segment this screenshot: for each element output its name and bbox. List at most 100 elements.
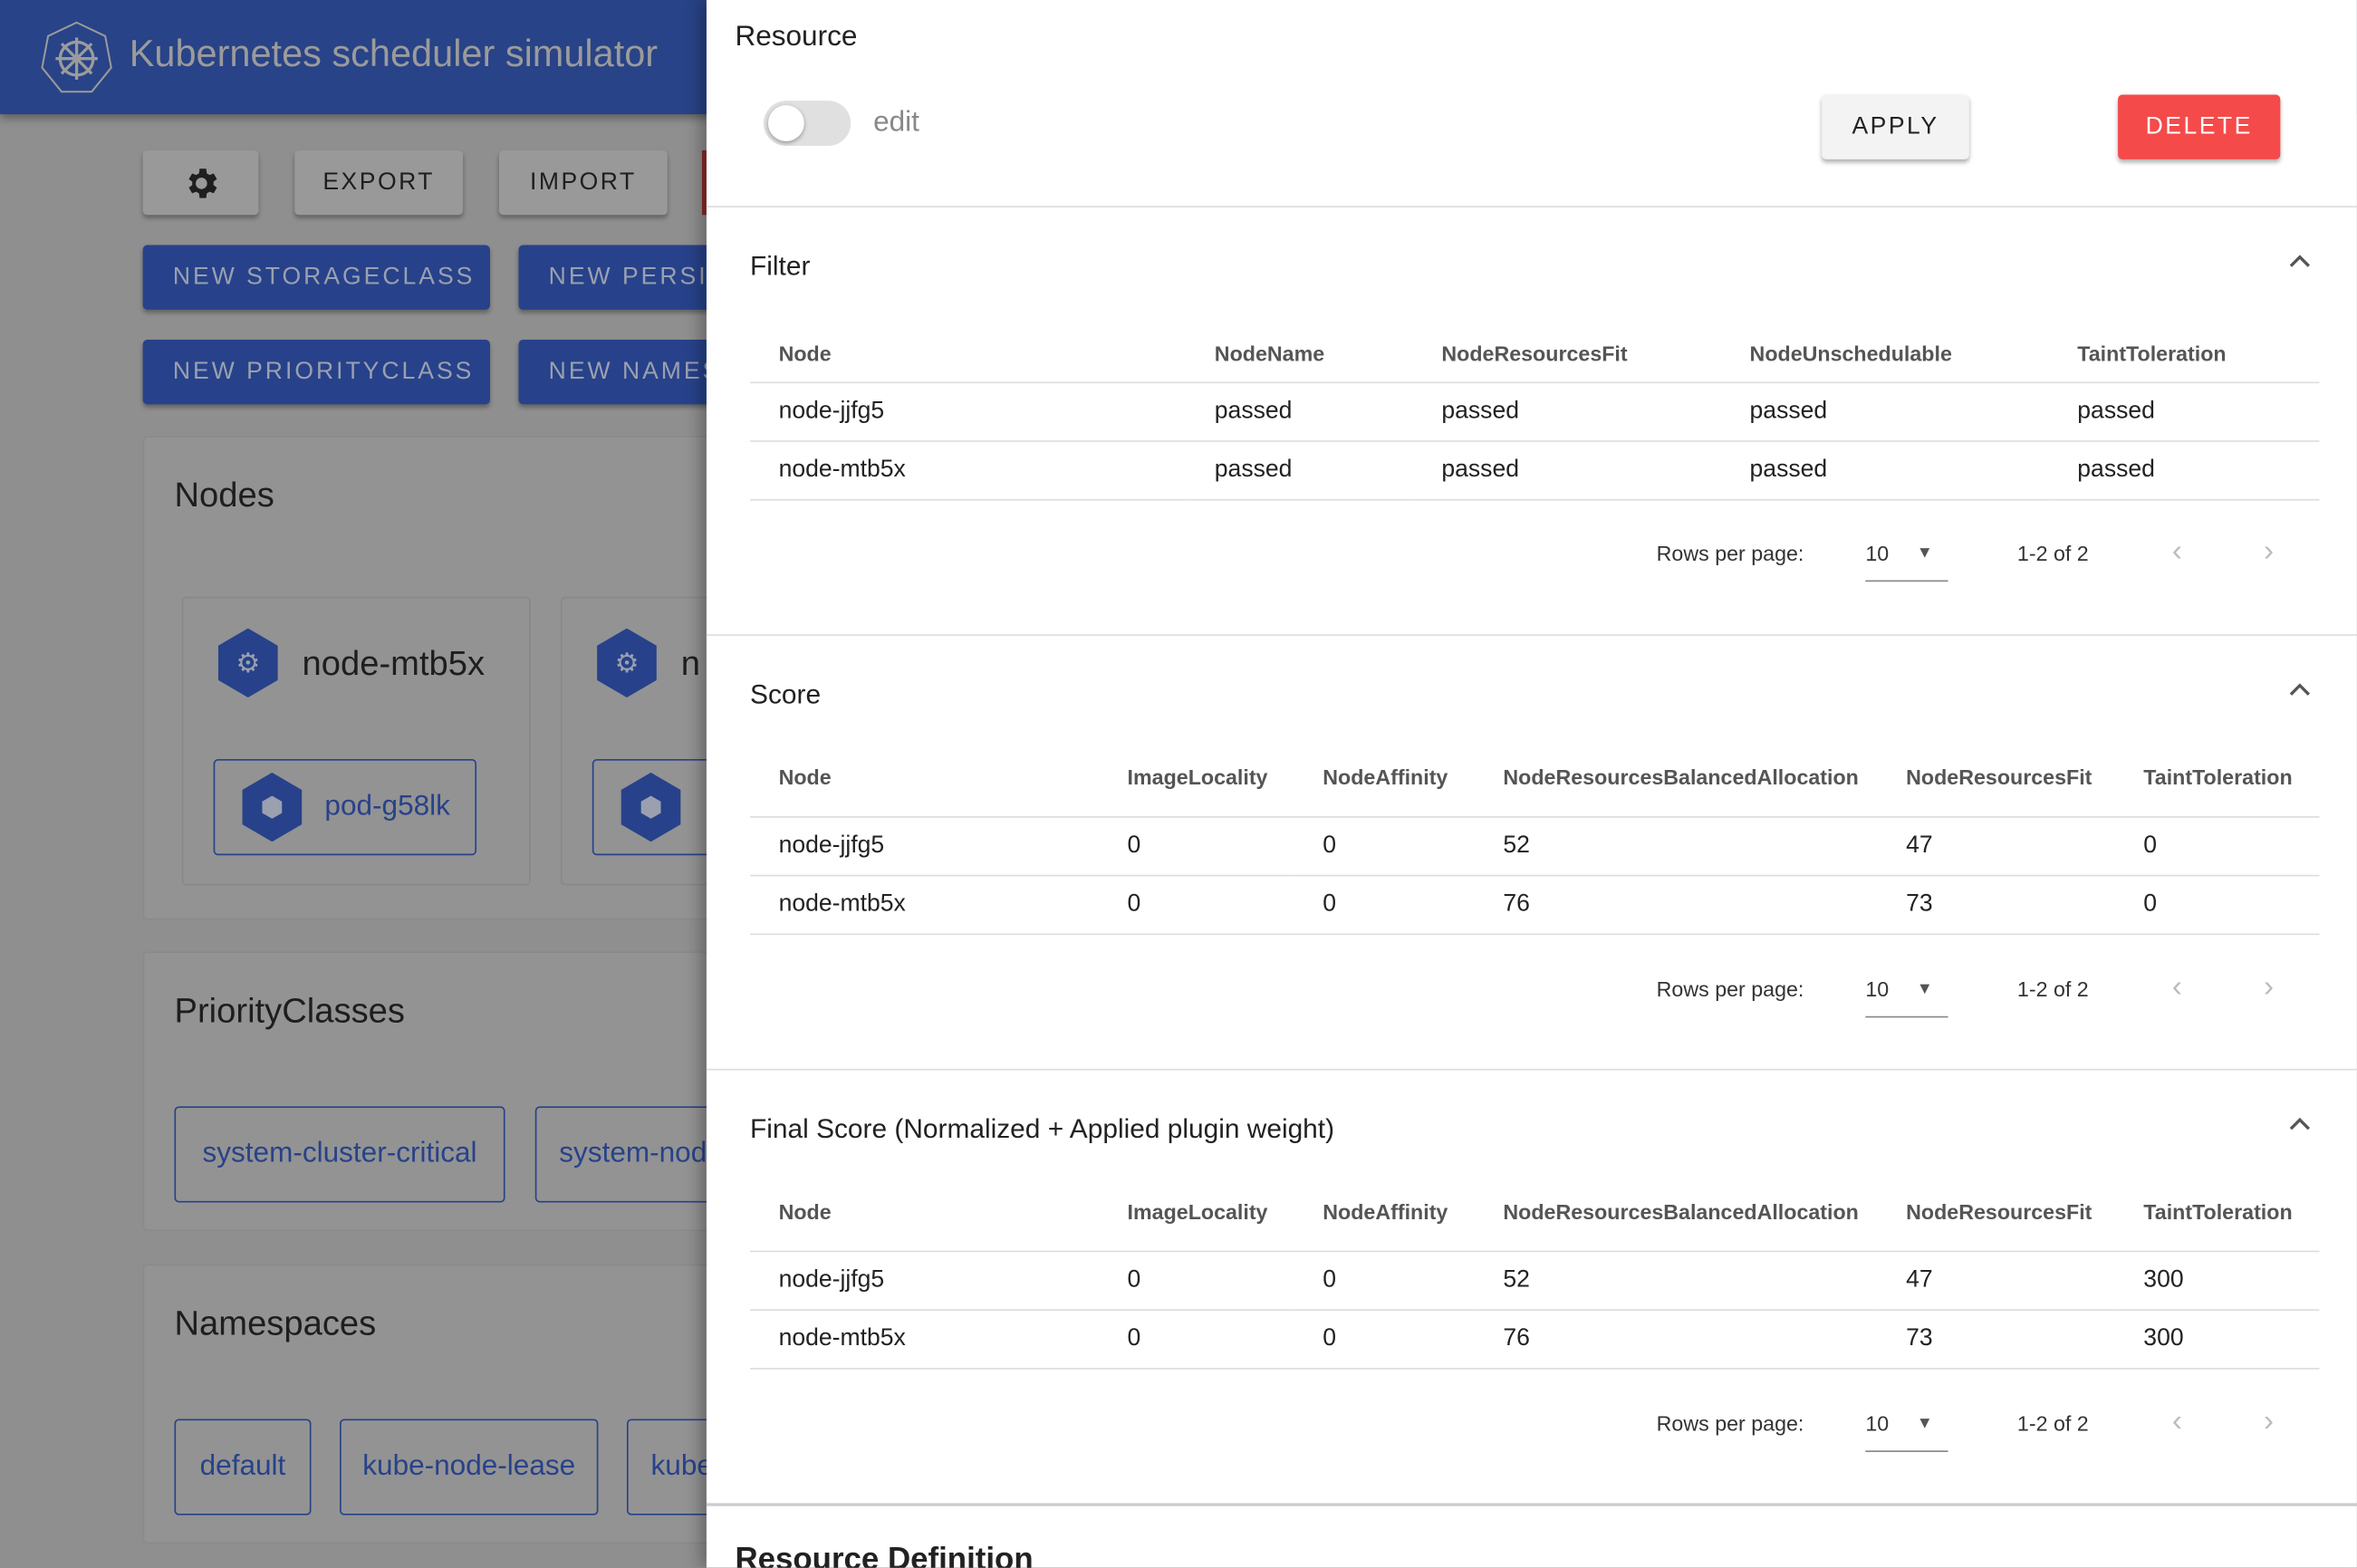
apply-button[interactable]: APPLY bbox=[1822, 94, 1969, 159]
edit-toggle[interactable] bbox=[763, 101, 851, 146]
table-row: node-mtb5x passed passed passed passed bbox=[750, 440, 2320, 500]
rows-per-page-select[interactable]: 10 ▼ bbox=[1865, 968, 1948, 1018]
next-page-button[interactable]: › bbox=[2264, 1405, 2275, 1439]
table-cell: 0 bbox=[1294, 1309, 1475, 1369]
rows-per-page-label: Rows per page: bbox=[1656, 541, 1804, 565]
rows-per-page-value: 10 bbox=[1865, 976, 1890, 1002]
section-title: Filter bbox=[750, 251, 811, 282]
previous-page-button[interactable]: ‹ bbox=[2171, 534, 2182, 569]
table-cell: 0 bbox=[1099, 874, 1294, 935]
table-cell: 0 bbox=[1294, 1250, 1475, 1311]
new-priorityclass-button[interactable]: NEW PRIORITYCLASS bbox=[142, 340, 490, 405]
node-card[interactable]: ⚙ node-mtb5x ⬢ pod-g58lk bbox=[181, 596, 531, 886]
table-cell: node-mtb5x bbox=[750, 440, 1187, 500]
table-cell: 76 bbox=[1474, 1309, 1878, 1369]
next-page-button[interactable]: › bbox=[2264, 534, 2275, 569]
chevron-up-icon[interactable] bbox=[2288, 678, 2313, 705]
gear-icon bbox=[188, 168, 216, 197]
table-cell: passed bbox=[2048, 381, 2320, 442]
namespaces-card: Namespaces default kube-node-lease kube bbox=[142, 1264, 763, 1544]
column-header: NodeAffinity bbox=[1294, 737, 1475, 817]
table-cell: 73 bbox=[1877, 1309, 2115, 1369]
table-header-row: Node ImageLocality NodeAffinity NodeResourc… bbox=[750, 737, 2320, 817]
pod-chip[interactable]: ⬢ pod-g58lk bbox=[213, 758, 477, 856]
table-cell: passed bbox=[1186, 440, 1413, 500]
rows-per-page-label: Rows per page: bbox=[1656, 1411, 1804, 1436]
namespace-chip[interactable]: default bbox=[174, 1419, 312, 1515]
table-cell: node-jjfg5 bbox=[750, 816, 1100, 876]
dropdown-arrow-icon: ▼ bbox=[1916, 544, 1933, 563]
delete-button[interactable]: DELETE bbox=[2118, 94, 2281, 159]
column-header: NodeResourcesFit bbox=[1877, 1172, 2115, 1252]
column-header: ImageLocality bbox=[1099, 737, 1294, 817]
new-persistentvolume-button[interactable]: NEW PERSIS bbox=[518, 245, 729, 310]
rows-per-page-value: 10 bbox=[1865, 1411, 1890, 1436]
page-range: 1-2 of 2 bbox=[2016, 541, 2089, 565]
settings-button[interactable] bbox=[142, 149, 259, 216]
table-cell: 0 bbox=[2114, 874, 2320, 935]
table-cell: 76 bbox=[1474, 874, 1878, 935]
chevron-up-icon[interactable] bbox=[2288, 249, 2313, 276]
previous-page-button[interactable]: ‹ bbox=[2171, 970, 2182, 1005]
app-title: Kubernetes scheduler simulator bbox=[129, 33, 659, 75]
section-title: Final Score (Normalized + Applied plugin… bbox=[750, 1113, 1335, 1144]
results-table: Node ImageLocality NodeAffinity NodeResourc… bbox=[750, 737, 2320, 935]
page-range: 1-2 of 2 bbox=[2016, 976, 2089, 1002]
table-cell: passed bbox=[1721, 440, 2049, 500]
rows-per-page-select[interactable]: 10 ▼ bbox=[1865, 1402, 1948, 1452]
table-cell: 300 bbox=[2114, 1309, 2320, 1369]
table-cell: 0 bbox=[2114, 816, 2320, 876]
node-icon: ⚙ bbox=[597, 628, 657, 697]
node-icon: ⚙ bbox=[217, 628, 278, 697]
table-cell: 0 bbox=[1294, 874, 1475, 935]
resource-definition-section: Resource Definition bbox=[706, 1503, 2357, 1568]
column-header: Node bbox=[750, 324, 1187, 383]
column-header: TaintToleration bbox=[2114, 737, 2320, 817]
priorityclasses-title: PriorityClasses bbox=[174, 990, 406, 1030]
column-header: NodeResourcesBalancedAllocation bbox=[1474, 737, 1878, 817]
namespace-chip[interactable]: kube bbox=[626, 1419, 763, 1515]
table-header-row: Node ImageLocality NodeAffinity NodeResourc… bbox=[750, 1172, 2320, 1252]
previous-page-button[interactable]: ‹ bbox=[2171, 1405, 2182, 1439]
table-cell: 52 bbox=[1474, 816, 1878, 876]
next-page-button[interactable]: › bbox=[2264, 970, 2275, 1005]
column-header: TaintToleration bbox=[2048, 324, 2320, 383]
priorityclass-chip[interactable]: system-cluster-critical bbox=[174, 1106, 505, 1203]
column-header: ImageLocality bbox=[1099, 1172, 1294, 1252]
import-button[interactable]: IMPORT bbox=[498, 149, 668, 216]
table-cell: 73 bbox=[1877, 874, 2115, 935]
chevron-up-icon[interactable] bbox=[2288, 1112, 2313, 1140]
pod-name: pod-g58lk bbox=[324, 790, 450, 822]
column-header: NodeUnschedulable bbox=[1721, 324, 2049, 383]
table-cell: 0 bbox=[1294, 816, 1475, 876]
rows-per-page-value: 10 bbox=[1865, 541, 1890, 565]
node-name: node-mtb5x bbox=[302, 643, 486, 683]
rows-per-page-label: Rows per page: bbox=[1656, 976, 1804, 1002]
page-range: 1-2 of 2 bbox=[2016, 1411, 2089, 1436]
table-cell: node-mtb5x bbox=[750, 874, 1100, 935]
table-cell: passed bbox=[1412, 381, 1722, 442]
column-header: TaintToleration bbox=[2114, 1172, 2320, 1252]
table-row: node-mtb5x 0 0 76 73 300 bbox=[750, 1309, 2320, 1369]
column-header: NodeAffinity bbox=[1294, 1172, 1475, 1252]
table-cell: node-mtb5x bbox=[750, 1309, 1100, 1369]
pagination: Rows per page: 10 ▼ 1-2 of 2 ‹ › bbox=[707, 1402, 2357, 1452]
table-cell: passed bbox=[2048, 440, 2320, 500]
pod-cube-icon: ⬢ bbox=[242, 772, 303, 842]
rows-per-page-select[interactable]: 10 ▼ bbox=[1865, 532, 1948, 582]
table-cell: node-jjfg5 bbox=[750, 381, 1187, 442]
edit-label: edit bbox=[873, 106, 919, 139]
new-storageclass-button[interactable]: NEW STORAGECLASS bbox=[142, 245, 490, 310]
section-score: Score Node ImageLocality NodeAffinity NodeR… bbox=[706, 634, 2357, 1063]
priorityclasses-card: PriorityClasses system-cluster-critical … bbox=[142, 951, 761, 1232]
table-row: node-jjfg5 passed passed passed passed bbox=[750, 381, 2320, 442]
table-cell: 52 bbox=[1474, 1250, 1878, 1311]
export-button[interactable]: EXPORT bbox=[294, 149, 464, 216]
section-title: Score bbox=[750, 679, 822, 710]
new-namespace-button[interactable]: NEW NAMES bbox=[518, 340, 729, 405]
column-header: NodeName bbox=[1186, 324, 1413, 383]
namespace-chip[interactable]: kube-node-lease bbox=[340, 1419, 599, 1515]
dropdown-arrow-icon: ▼ bbox=[1916, 979, 1933, 998]
table-cell: passed bbox=[1186, 381, 1413, 442]
table-cell: 0 bbox=[1099, 816, 1294, 876]
